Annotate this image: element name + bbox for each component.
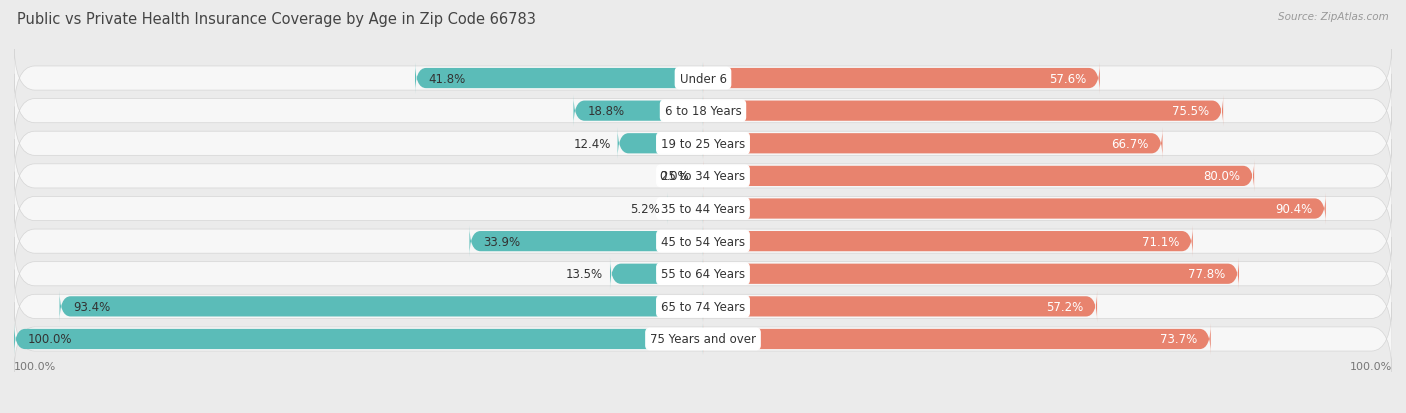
FancyBboxPatch shape (14, 42, 1392, 116)
FancyBboxPatch shape (59, 291, 703, 323)
Text: 5.2%: 5.2% (630, 202, 661, 216)
Text: 100.0%: 100.0% (1350, 361, 1392, 371)
FancyBboxPatch shape (703, 291, 1097, 323)
Text: Under 6: Under 6 (679, 72, 727, 85)
Text: 55 to 64 Years: 55 to 64 Years (661, 268, 745, 280)
FancyBboxPatch shape (14, 270, 1392, 343)
FancyBboxPatch shape (14, 172, 1392, 246)
Text: 75.5%: 75.5% (1173, 105, 1209, 118)
FancyBboxPatch shape (14, 140, 1392, 213)
FancyBboxPatch shape (703, 193, 1326, 225)
Text: 80.0%: 80.0% (1204, 170, 1240, 183)
FancyBboxPatch shape (703, 63, 1099, 95)
Text: 93.4%: 93.4% (73, 300, 111, 313)
FancyBboxPatch shape (703, 225, 1192, 257)
Text: 75 Years and over: 75 Years and over (650, 333, 756, 346)
FancyBboxPatch shape (14, 302, 1392, 376)
FancyBboxPatch shape (415, 63, 703, 95)
FancyBboxPatch shape (14, 323, 703, 355)
FancyBboxPatch shape (703, 161, 1254, 192)
FancyBboxPatch shape (668, 193, 703, 225)
Text: 19 to 25 Years: 19 to 25 Years (661, 138, 745, 150)
Text: 6 to 18 Years: 6 to 18 Years (665, 105, 741, 118)
FancyBboxPatch shape (617, 128, 703, 160)
Text: 100.0%: 100.0% (14, 361, 56, 371)
FancyBboxPatch shape (14, 75, 1392, 148)
Text: 73.7%: 73.7% (1160, 333, 1197, 346)
Text: 71.1%: 71.1% (1142, 235, 1180, 248)
Text: 100.0%: 100.0% (28, 333, 72, 346)
Text: Source: ZipAtlas.com: Source: ZipAtlas.com (1278, 12, 1389, 22)
Text: 65 to 74 Years: 65 to 74 Years (661, 300, 745, 313)
FancyBboxPatch shape (703, 258, 1239, 290)
Text: 41.8%: 41.8% (429, 72, 465, 85)
Text: 25 to 34 Years: 25 to 34 Years (661, 170, 745, 183)
FancyBboxPatch shape (574, 95, 703, 127)
Text: 57.2%: 57.2% (1046, 300, 1083, 313)
FancyBboxPatch shape (470, 225, 703, 257)
FancyBboxPatch shape (703, 95, 1223, 127)
Text: 35 to 44 Years: 35 to 44 Years (661, 202, 745, 216)
Text: 90.4%: 90.4% (1275, 202, 1312, 216)
Text: 57.6%: 57.6% (1049, 72, 1085, 85)
Text: 66.7%: 66.7% (1111, 138, 1149, 150)
FancyBboxPatch shape (14, 107, 1392, 181)
Text: 77.8%: 77.8% (1188, 268, 1225, 280)
Text: Public vs Private Health Insurance Coverage by Age in Zip Code 66783: Public vs Private Health Insurance Cover… (17, 12, 536, 27)
Text: 0.0%: 0.0% (659, 170, 689, 183)
Text: 33.9%: 33.9% (484, 235, 520, 248)
Text: 45 to 54 Years: 45 to 54 Years (661, 235, 745, 248)
FancyBboxPatch shape (14, 205, 1392, 278)
Text: 13.5%: 13.5% (567, 268, 603, 280)
Text: 18.8%: 18.8% (588, 105, 624, 118)
FancyBboxPatch shape (703, 323, 1211, 355)
Text: 12.4%: 12.4% (574, 138, 610, 150)
FancyBboxPatch shape (703, 128, 1163, 160)
FancyBboxPatch shape (610, 258, 703, 290)
FancyBboxPatch shape (14, 237, 1392, 311)
